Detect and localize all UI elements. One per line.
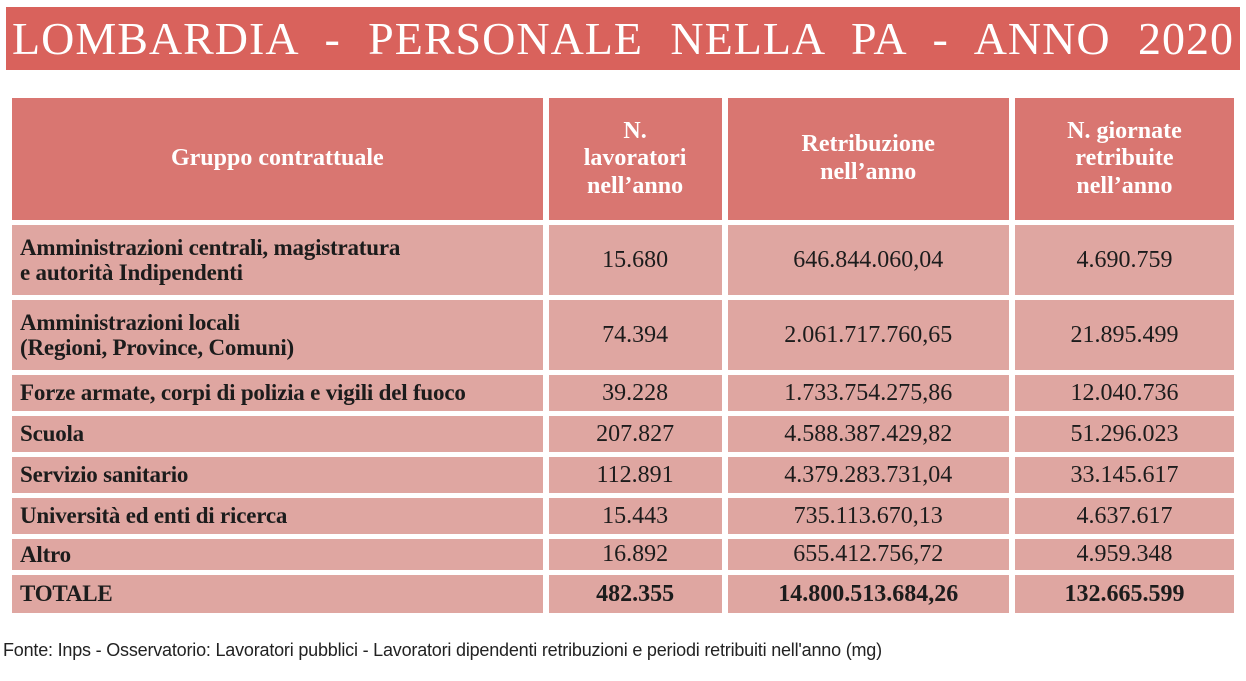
cell-lavoratori: 15.680 [548, 225, 722, 295]
page-title: LOMBARDIA - PERSONALE NELLA PA - ANNO 20… [12, 12, 1234, 64]
cell-retribuzione: 4.379.283.731,04 [727, 457, 1009, 493]
cell-lavoratori: 16.892 [548, 539, 722, 570]
cell-gruppo: Altro [12, 539, 543, 570]
cell-retribuzione: 646.844.060,04 [727, 225, 1009, 295]
cell-giornate: 33.145.617 [1014, 457, 1234, 493]
cell-retribuzione: 735.113.670,13 [727, 498, 1009, 534]
table-row: Università ed enti di ricerca 15.443 735… [12, 498, 1234, 534]
cell-lavoratori: 112.891 [548, 457, 722, 493]
cell-gruppo: Amministrazioni centrali, magistratura e… [12, 225, 543, 295]
table-row: Forze armate, corpi di polizia e vigili … [12, 375, 1234, 411]
col-header-gruppo-contrattuale: Gruppo contrattuale [12, 98, 543, 220]
cell-lavoratori: 15.443 [548, 498, 722, 534]
cell-giornate: 4.690.759 [1014, 225, 1234, 295]
table-row: Scuola 207.827 4.588.387.429,82 51.296.0… [12, 416, 1234, 452]
cell-totale-label: TOTALE [12, 575, 543, 613]
pa-personnel-table: Gruppo contrattuale N. lavoratori nell’a… [6, 93, 1240, 618]
cell-lavoratori: 207.827 [548, 416, 722, 452]
cell-retribuzione: 655.412.756,72 [727, 539, 1009, 570]
col-header-n-lavoratori: N. lavoratori nell’anno [548, 98, 722, 220]
cell-totale-giornate: 132.665.599 [1014, 575, 1234, 613]
cell-gruppo: Scuola [12, 416, 543, 452]
table-row: Amministrazioni locali (Regioni, Provinc… [12, 300, 1234, 370]
cell-lavoratori: 39.228 [548, 375, 722, 411]
cell-retribuzione: 1.733.754.275,86 [727, 375, 1009, 411]
cell-gruppo: Amministrazioni locali (Regioni, Provinc… [12, 300, 543, 370]
table-total-row: TOTALE 482.355 14.800.513.684,26 132.665… [12, 575, 1234, 613]
table-row: Altro 16.892 655.412.756,72 4.959.348 [12, 539, 1234, 570]
cell-totale-lavoratori: 482.355 [548, 575, 722, 613]
cell-lavoratori: 74.394 [548, 300, 722, 370]
cell-gruppo: Università ed enti di ricerca [12, 498, 543, 534]
col-header-n-giornate: N. giornate retribuite nell’anno [1014, 98, 1234, 220]
cell-giornate: 4.637.617 [1014, 498, 1234, 534]
table-row: Servizio sanitario 112.891 4.379.283.731… [12, 457, 1234, 493]
cell-totale-retribuzione: 14.800.513.684,26 [727, 575, 1009, 613]
source-note: Fonte: Inps - Osservatorio: Lavoratori p… [3, 640, 882, 660]
cell-giornate: 51.296.023 [1014, 416, 1234, 452]
cell-giornate: 21.895.499 [1014, 300, 1234, 370]
table-row: Amministrazioni centrali, magistratura e… [12, 225, 1234, 295]
cell-gruppo: Servizio sanitario [12, 457, 543, 493]
cell-giornate: 4.959.348 [1014, 539, 1234, 570]
cell-retribuzione: 4.588.387.429,82 [727, 416, 1009, 452]
cell-retribuzione: 2.061.717.760,65 [727, 300, 1009, 370]
col-header-retribuzione: Retribuzione nell’anno [727, 98, 1009, 220]
cell-gruppo: Forze armate, corpi di polizia e vigili … [12, 375, 543, 411]
cell-giornate: 12.040.736 [1014, 375, 1234, 411]
table-header-row: Gruppo contrattuale N. lavoratori nell’a… [12, 98, 1234, 220]
title-banner: LOMBARDIA - PERSONALE NELLA PA - ANNO 20… [6, 7, 1240, 70]
